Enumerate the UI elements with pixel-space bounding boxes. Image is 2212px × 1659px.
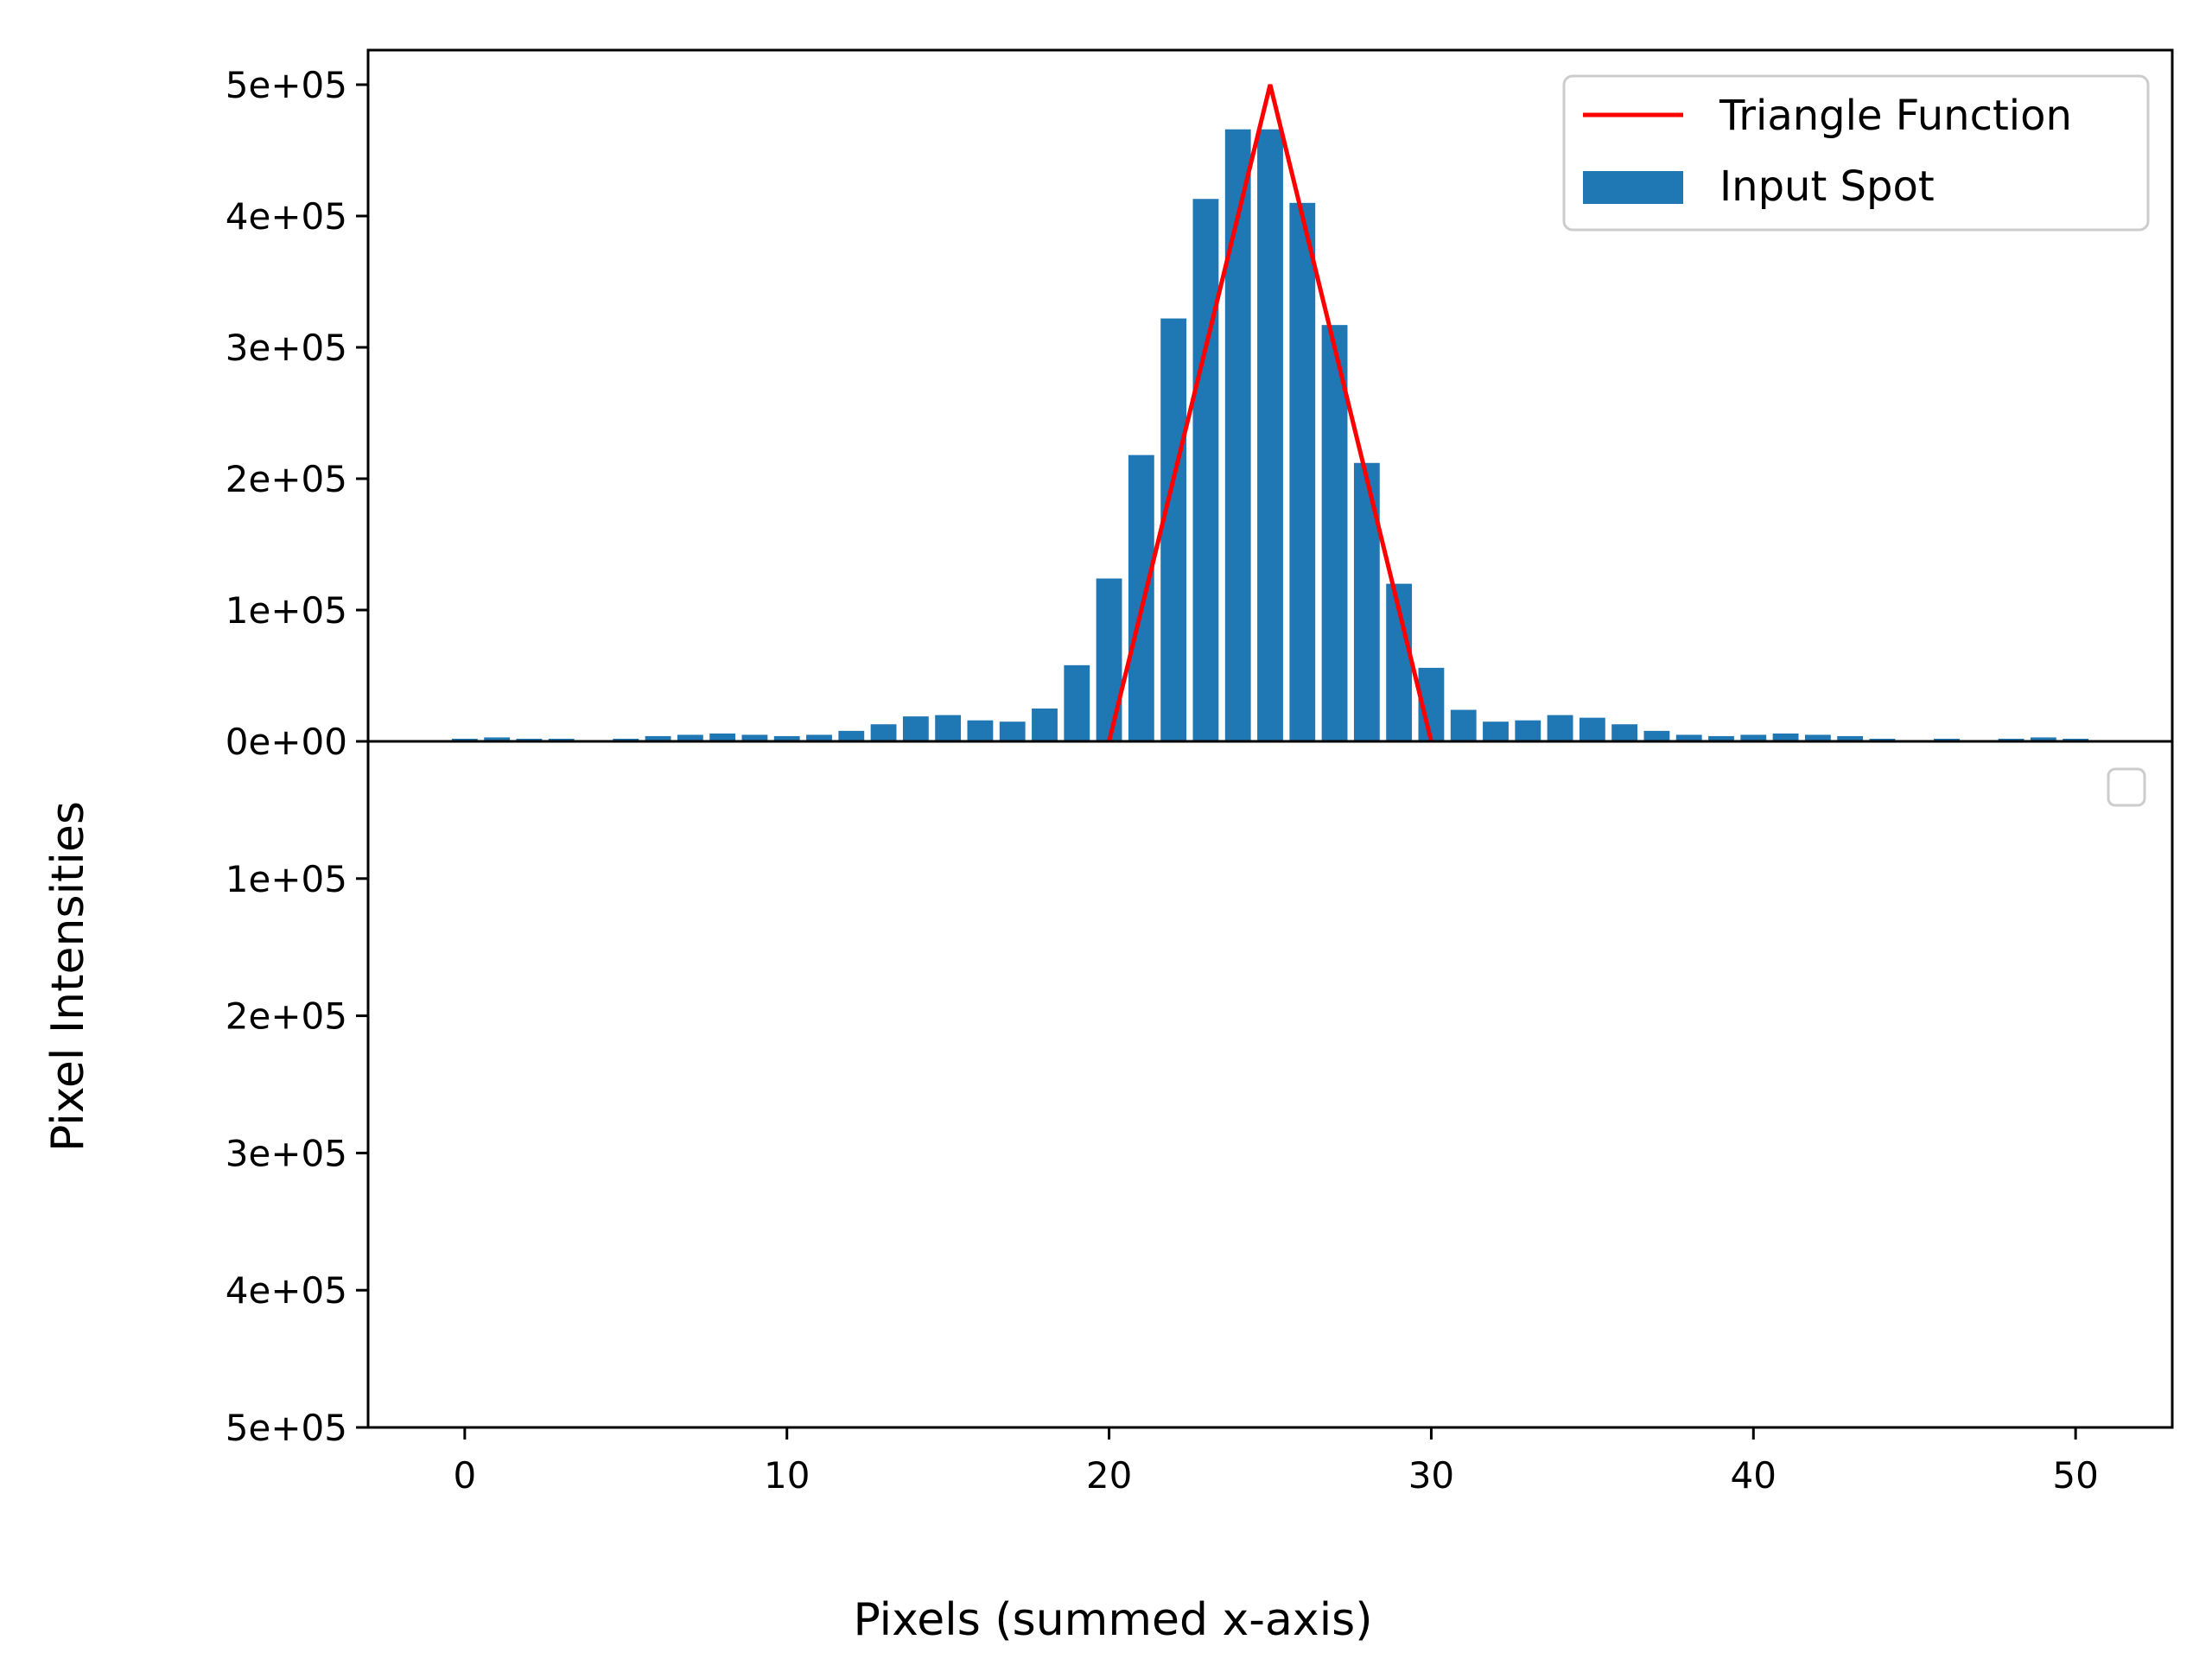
y-tick-label: 2e+05 [226,458,347,500]
bar-input-spot [1450,709,1477,741]
bar-input-spot [1321,325,1348,741]
bar-input-spot [1192,199,1219,742]
bar-input-spot [1483,721,1509,741]
bar-input-spot [1611,724,1638,741]
bar-input-spot [451,738,478,741]
legend-bar-swatch [1583,171,1683,204]
y-tick-label: 4e+05 [226,195,347,238]
bar-input-spot [967,720,994,741]
bar-input-spot [548,738,575,741]
bar-input-spot [484,737,511,741]
empty-legend-box [2107,767,2146,807]
bar-input-spot [1998,738,2024,741]
bar-input-spot [645,735,671,741]
legend-label-input-spot: Input Spot [1719,162,1935,211]
y-axis-label: Pixel Intensities [42,801,94,1152]
bottom-panel: 1e+05 2e+05 3e+05 4e+05 5e+05 0 10 20 30 40 50 [226,740,2174,1497]
bar-input-spot [613,738,639,741]
top-y-ticks: 0e+00 1e+05 2e+05 3e+05 4e+05 5e+05 [226,64,368,763]
x-tick-label: 50 [2052,1454,2098,1497]
bar-input-spot [1547,715,1573,741]
bar-input-spot [1224,129,1251,741]
y-tick-label: 5e+05 [226,1407,347,1449]
top-legend: Triangle Function Input Spot [1562,74,2150,232]
x-tick-label: 0 [453,1454,476,1497]
x-ticks: 0 10 20 30 40 50 [453,1427,2099,1497]
x-axis-label: Pixels (summed x-axis) [853,1594,1372,1646]
bar-input-spot [2030,737,2056,741]
bar-input-spot [1257,129,1283,741]
x-tick-label: 30 [1408,1454,1454,1497]
bar-input-spot [1837,735,1864,741]
bottom-axes-frame [366,740,2174,1429]
bar-input-spot [1353,462,1380,741]
triangle-function-line [1107,84,1433,742]
bar-input-spot [1064,664,1090,741]
y-tick-label: 4e+05 [226,1269,347,1312]
y-tick-label: 5e+05 [226,64,347,106]
bar-input-spot [1096,578,1122,741]
bar-input-spot [773,735,800,741]
bottom-y-ticks: 1e+05 2e+05 3e+05 4e+05 5e+05 [226,858,368,1449]
bar-input-spot [935,715,962,741]
bar-input-spot [870,724,897,741]
bar-input-spot [838,730,865,741]
legend-label-triangle-function: Triangle Function [1719,92,2072,140]
bar-input-spot [1128,454,1154,741]
bar-input-spot [2063,738,2089,741]
bar-input-spot [806,734,832,741]
y-tick-label: 2e+05 [226,995,347,1038]
x-tick-label: 20 [1086,1454,1132,1497]
bar-input-spot [1772,733,1799,741]
y-tick-label: 3e+05 [226,327,347,369]
x-tick-label: 40 [1731,1454,1777,1497]
top-bars [451,129,2089,742]
y-tick-label: 3e+05 [226,1132,347,1174]
bar-input-spot [677,734,703,741]
bar-input-spot [902,716,929,741]
bar-input-spot [999,721,1026,741]
bar-input-spot [1032,709,1058,741]
y-tick-label: 0e+00 [226,721,347,763]
bar-input-spot [1515,720,1541,741]
bar-input-spot [516,738,543,741]
bar-input-spot [1579,717,1605,741]
y-tick-label: 1e+05 [226,589,347,632]
x-tick-label: 10 [764,1454,810,1497]
bar-input-spot [1708,735,1734,741]
legend-box [1562,74,2150,232]
bar-input-spot [1740,734,1767,741]
bar-input-spot [1869,738,1896,741]
y-tick-label: 1e+05 [226,858,347,900]
top-panel: 0e+00 1e+05 2e+05 3e+05 4e+05 5e+05 Triangle … [226,48,2174,763]
bar-input-spot [1160,318,1187,741]
bar-input-spot [1643,730,1670,741]
bar-input-spot [1934,738,1960,741]
bar-input-spot [1289,202,1316,742]
bar-input-spot [1804,734,1831,741]
bar-input-spot [741,734,768,741]
bar-input-spot [709,733,736,741]
bar-input-spot [1675,734,1702,741]
